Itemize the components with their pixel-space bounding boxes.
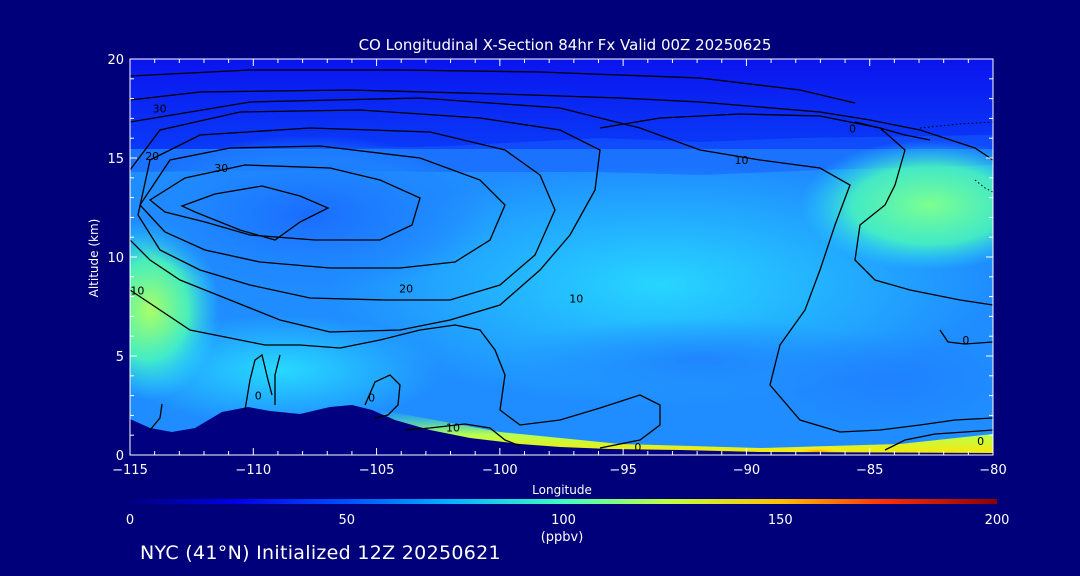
contour-label: 0	[634, 441, 641, 454]
x-axis-label: Longitude	[532, 483, 592, 497]
y-tick-label: 0	[116, 449, 124, 464]
y-tick-label: 20	[107, 53, 124, 68]
contour-label: 0	[255, 390, 262, 403]
initialization-caption: NYC (41°N) Initialized 12Z 20250621	[140, 542, 501, 564]
contour-label: 30	[214, 162, 228, 175]
contour-label: 20	[399, 283, 413, 296]
contour-label: 10	[446, 421, 460, 434]
contour-label: 10	[734, 154, 748, 167]
y-tick-label: 5	[116, 350, 124, 365]
x-axis: −115 −110 −105 −100 −95 −90 −85 −80	[112, 59, 1007, 478]
contour-label: 20	[145, 150, 159, 163]
contour-label: 0	[962, 334, 969, 347]
colorbar	[130, 499, 997, 504]
x-tick-label: −90	[733, 463, 760, 478]
contour-label: 10	[130, 285, 144, 298]
colorbar-tick-label: 150	[768, 513, 793, 528]
colorbar-tick-label: 0	[126, 513, 134, 528]
x-tick-label: −95	[609, 463, 636, 478]
contour-label: 30	[153, 103, 167, 116]
colorbar-ticks: 0 50 100 150 200	[126, 513, 1010, 528]
chart-title: CO Longitudinal X-Section 84hr Fx Valid …	[359, 36, 772, 54]
terrain	[130, 405, 993, 455]
x-tick-label: −80	[979, 463, 1006, 478]
contour-labels: 30 20 30 10 0 20 10 10 0 0 10 0 0 0	[130, 103, 984, 455]
y-tick-label: 15	[107, 152, 124, 167]
contour-label: 10	[569, 293, 583, 306]
x-tick-label: −105	[359, 463, 395, 478]
y-tick-label: 10	[107, 251, 124, 266]
contour-label: 0	[849, 122, 856, 135]
x-tick-label: −110	[235, 463, 271, 478]
concentration-field	[130, 59, 993, 455]
colorbar-tick-label: 50	[338, 513, 355, 528]
x-tick-label: −115	[112, 463, 148, 478]
contour-lines	[130, 69, 993, 451]
x-tick-label: −85	[856, 463, 883, 478]
colorbar-tick-label: 100	[551, 513, 576, 528]
contour-label: 0	[977, 435, 984, 448]
y-axis-label: Altitude (km)	[87, 219, 101, 298]
x-tick-label: −100	[482, 463, 518, 478]
colorbar-unit: (ppbv)	[541, 530, 584, 545]
y-axis: 0 5 10 15 20	[107, 53, 993, 464]
colorbar-tick-label: 200	[985, 513, 1010, 528]
contour-label: 0	[368, 392, 375, 405]
